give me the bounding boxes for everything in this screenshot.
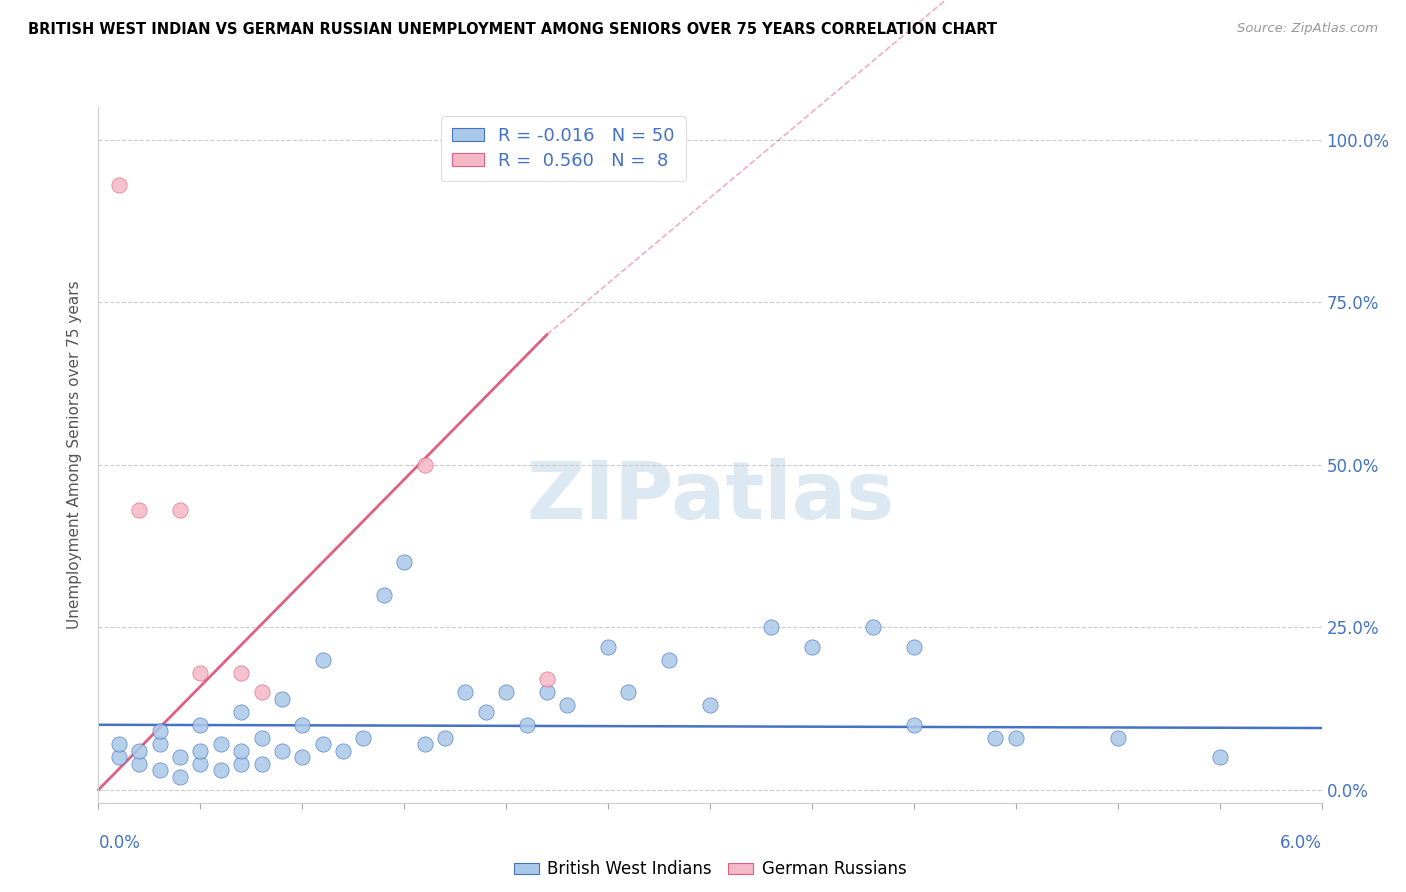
Point <box>433 731 456 745</box>
Point <box>373 588 395 602</box>
Point <box>413 737 436 751</box>
Point <box>555 698 579 713</box>
Point <box>108 178 131 192</box>
Point <box>332 744 354 758</box>
Point <box>291 718 314 732</box>
Y-axis label: Unemployment Among Seniors over 75 years: Unemployment Among Seniors over 75 years <box>67 281 83 629</box>
Point <box>801 640 824 654</box>
Point <box>231 665 253 680</box>
Point <box>128 503 150 517</box>
Point <box>1208 750 1232 764</box>
Point <box>1107 731 1129 745</box>
Point <box>250 685 273 699</box>
Point <box>250 731 273 745</box>
Point <box>536 685 558 699</box>
Legend: British West Indians, German Russians: British West Indians, German Russians <box>508 854 912 885</box>
Point <box>169 770 191 784</box>
Point <box>169 750 191 764</box>
Point <box>188 665 212 680</box>
Point <box>169 503 191 517</box>
Point <box>231 705 253 719</box>
Point <box>209 737 232 751</box>
Point <box>231 756 253 771</box>
Point <box>250 756 273 771</box>
Point <box>1004 731 1026 745</box>
Point <box>270 744 292 758</box>
Point <box>209 764 232 778</box>
Point <box>270 691 292 706</box>
Point <box>658 653 681 667</box>
Point <box>128 756 150 771</box>
Text: Source: ZipAtlas.com: Source: ZipAtlas.com <box>1237 22 1378 36</box>
Point <box>516 718 538 732</box>
Point <box>352 731 374 745</box>
Text: 6.0%: 6.0% <box>1279 834 1322 852</box>
Point <box>454 685 477 699</box>
Point <box>108 737 131 751</box>
Point <box>231 744 253 758</box>
Point <box>761 620 783 634</box>
Point <box>128 744 150 758</box>
Point <box>474 705 498 719</box>
Point <box>903 640 925 654</box>
Point <box>903 718 925 732</box>
Text: 0.0%: 0.0% <box>98 834 141 852</box>
Point <box>108 750 131 764</box>
Point <box>311 653 335 667</box>
Point <box>413 458 436 472</box>
Point <box>495 685 517 699</box>
Point <box>188 744 212 758</box>
Point <box>188 756 212 771</box>
Text: BRITISH WEST INDIAN VS GERMAN RUSSIAN UNEMPLOYMENT AMONG SENIORS OVER 75 YEARS C: BRITISH WEST INDIAN VS GERMAN RUSSIAN UN… <box>28 22 997 37</box>
Point <box>149 764 172 778</box>
Point <box>862 620 884 634</box>
Point <box>984 731 1007 745</box>
Point <box>699 698 721 713</box>
Point <box>149 724 172 739</box>
Point <box>617 685 640 699</box>
Point <box>291 750 314 764</box>
Point <box>392 555 416 569</box>
Text: ZIPatlas: ZIPatlas <box>526 458 894 536</box>
Point <box>536 672 558 686</box>
Point <box>188 718 212 732</box>
Point <box>311 737 335 751</box>
Point <box>149 737 172 751</box>
Point <box>598 640 620 654</box>
